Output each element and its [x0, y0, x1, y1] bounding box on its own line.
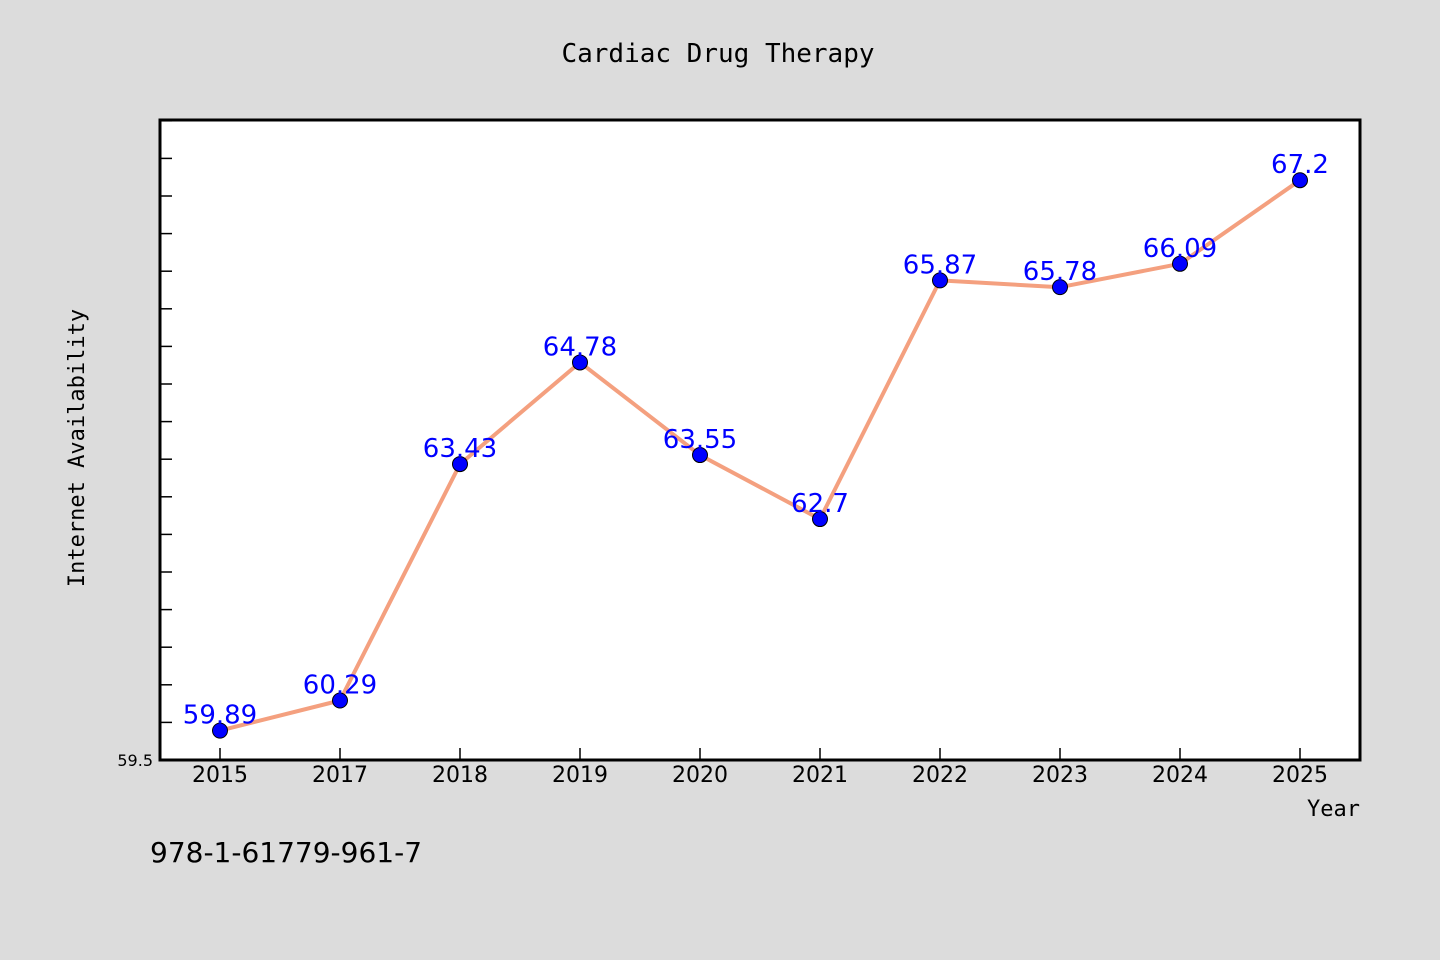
- y-axis-label: Internet Availability: [65, 309, 90, 587]
- x-tick-label: 2015: [192, 763, 248, 788]
- data-label: 63.55: [663, 425, 737, 455]
- data-label: 66.09: [1143, 234, 1217, 264]
- chart-title: Cardiac Drug Therapy: [561, 39, 874, 69]
- data-label: 64.78: [543, 332, 617, 362]
- data-point: [332, 692, 348, 709]
- x-tick-labels: 2015 2017 2018 2019 2020 2021 2022 2023 2024 2025: [192, 763, 1328, 788]
- data-point: [932, 272, 948, 289]
- data-point: [572, 354, 588, 371]
- data-label: 60.29: [303, 671, 377, 701]
- x-tick-label: 2023: [1032, 763, 1088, 788]
- data-point: [1052, 279, 1068, 296]
- data-point: [212, 722, 228, 739]
- x-tick-label: 2019: [552, 763, 608, 788]
- x-ticks: [219, 748, 1301, 760]
- x-tick-label: 2020: [672, 763, 728, 788]
- x-tick-label: 2021: [792, 763, 848, 788]
- data-label: 67.2: [1271, 150, 1329, 180]
- series-line: [219, 178, 1302, 733]
- y-minor-ticks: [160, 120, 172, 761]
- x-tick-label: 2024: [1152, 763, 1208, 788]
- plot-area: [158, 118, 1362, 762]
- data-label: 59.89: [183, 701, 257, 731]
- footer-text: 978-1-61779-961-7: [150, 836, 422, 869]
- data-label: 65.78: [1023, 257, 1097, 287]
- x-tick-label: 2025: [1272, 763, 1328, 788]
- y-tick-label-min: 59.5: [117, 751, 153, 770]
- data-label: 63.43: [423, 434, 497, 464]
- data-labels: 59.89 60.29 63.43 64.78 63.55 62.7 65.87 65.78 6…: [183, 150, 1329, 730]
- x-tick-label: 2022: [912, 763, 968, 788]
- data-point: [452, 456, 468, 473]
- markers: [212, 172, 1308, 739]
- data-point: [1172, 255, 1188, 272]
- data-point: [1292, 172, 1308, 189]
- data-point: [692, 447, 708, 464]
- x-tick-label: 2017: [312, 763, 368, 788]
- data-label: 62.7: [791, 489, 849, 519]
- data-point: [812, 511, 828, 528]
- x-axis-label: Year: [1307, 797, 1360, 822]
- data-label: 65.87: [903, 250, 977, 280]
- x-tick-label: 2018: [432, 763, 488, 788]
